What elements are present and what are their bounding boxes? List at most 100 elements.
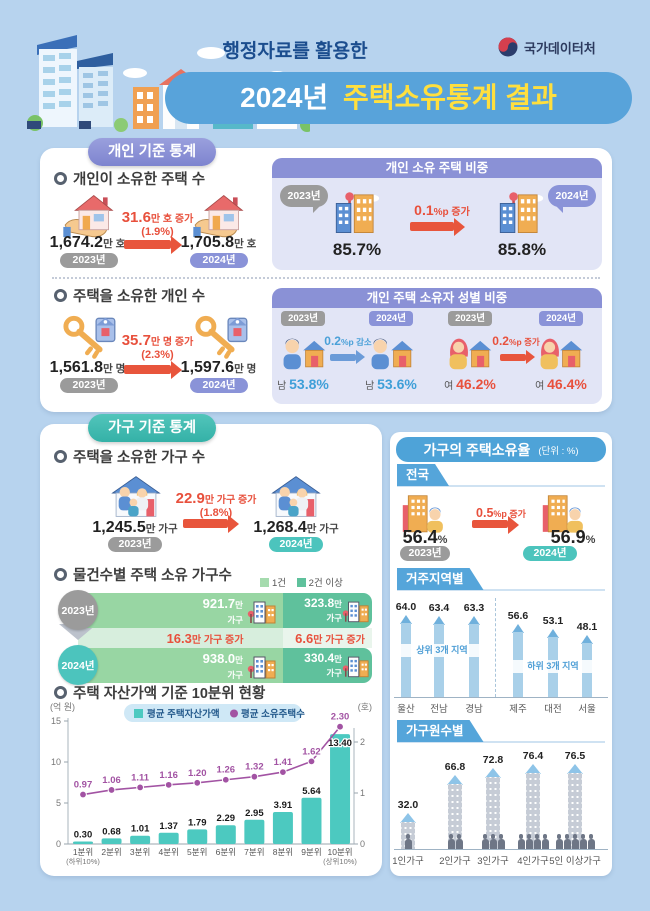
svg-text:5분위: 5분위 (187, 847, 207, 857)
bullet-icon (54, 686, 67, 699)
person-icon (555, 834, 563, 849)
svg-text:2.30: 2.30 (331, 712, 350, 723)
tab-household-size: 가구원수별 (397, 720, 484, 742)
legend-swatch-one (260, 578, 269, 587)
bar-body (400, 623, 412, 697)
mini-building-icon (247, 653, 277, 679)
bubble-2024: 2024년 (548, 185, 596, 213)
key-house-icon (192, 313, 250, 361)
segment-one-house: 938.0만 가구 (78, 648, 283, 683)
svg-text:2.29: 2.29 (217, 813, 236, 824)
bar (525, 764, 541, 849)
national-2023-value: 56.4% (402, 527, 448, 547)
person-icon (517, 834, 525, 849)
roof-icon (546, 628, 559, 638)
national-change: 0.5%p 증가 (476, 506, 526, 520)
bar-body (568, 773, 582, 849)
year-circle-2024: 2024년 (58, 645, 98, 685)
person-icon (579, 834, 587, 849)
year-badge-2024: 2024년 (190, 378, 248, 393)
roof-icon (432, 615, 445, 625)
owners-heading: 주택을 소유한 개인 수 (54, 285, 205, 306)
bar (485, 768, 501, 849)
bar-body (433, 623, 445, 697)
value-label: 대전 (544, 704, 562, 715)
person-icon (481, 834, 489, 849)
bullet-icon (54, 450, 67, 463)
owned-houses-2024-value: 1,705.8만 호 (180, 234, 257, 251)
svg-text:0.30: 0.30 (74, 830, 93, 841)
gender-box-heading: 개인 주택 소유자 성별 비중 (272, 288, 602, 308)
by-count-heading: 물건수별 주택 소유 가구수 (54, 564, 232, 585)
roof-icon (447, 774, 463, 785)
female-2023-value: 여 46.2% (444, 376, 496, 392)
change-band: 16.3만 가구 증가 6.6만 가구 증가 (78, 628, 372, 648)
header-title-banner: 2024년 주택소유통계 결과 (165, 72, 632, 124)
two-houses-2023-value: 323.8만 가구 (304, 596, 342, 623)
region-chart: 64.0 울산 63.4 전남 63.3 경남 상위 3개 지역 56.6 제주 53.1 대전 48… (394, 592, 608, 718)
tab-region: 거주지역별 (397, 568, 484, 590)
svg-text:1.37: 1.37 (159, 821, 178, 832)
person-icon (533, 834, 541, 849)
two-house-change: 6.6만 가구 증가 (295, 631, 365, 646)
svg-text:5: 5 (56, 798, 61, 808)
ownership-rate-card: 가구의 주택소유율 (단위 : %) 전국 56.4% 2023년 0.5%p … (390, 432, 612, 876)
value-label: 5인 이상가구 (549, 856, 601, 867)
people-icon (445, 834, 465, 849)
svg-text:1.11: 1.11 (131, 772, 150, 783)
roof-icon (511, 624, 524, 634)
value-label: 1인가구 (392, 856, 424, 867)
svg-text:10: 10 (51, 757, 61, 767)
mini-building-icon (342, 653, 370, 678)
one-house-2023-value: 921.7만 가구 (202, 596, 243, 625)
value-label: 63.3 (463, 601, 485, 614)
group-note: 상위 3개 지역 (395, 644, 489, 657)
divider (52, 277, 600, 279)
national-2024-value: 56.9% (550, 527, 596, 547)
decile-chart: 0 5 10 15 0 1 2 (억 원) (호) 평균 주택자산가액 평균 소유주택수 0.30 0.… (48, 698, 374, 874)
households-change-pct: (1.8%) (199, 507, 233, 519)
svg-text:3분위: 3분위 (130, 847, 150, 857)
value-label: 72.8 (482, 754, 504, 767)
svg-text:0: 0 (56, 839, 61, 849)
bar-body (468, 623, 480, 697)
gov-logo-text: 국가데이터처 (524, 40, 596, 56)
svg-text:0: 0 (360, 839, 365, 849)
household-stats-card: 가구 기준 통계 주택을 소유한 가구 수 1,245.5만 가구 2023년 … (40, 414, 382, 876)
male-2023-value: 남 53.8% (277, 376, 329, 392)
svg-text:1.01: 1.01 (131, 824, 150, 835)
group-note: 하위 3개 지역 (504, 660, 602, 673)
ratio-2024-value: 85.8% (497, 240, 547, 259)
svg-text:6분위: 6분위 (216, 847, 236, 857)
individual-stats-card: 개인 기준 통계 개인이 소유한 주택 수 1,674.2만 호 2023년 3… (40, 138, 612, 412)
roof-icon (467, 615, 480, 625)
households-2024-value: 1,268.4만 가구 (253, 519, 339, 536)
owners-change-pct: (2.3%) (141, 349, 174, 361)
svg-text:9분위: 9분위 (301, 847, 321, 857)
value-label: 48.1 (576, 621, 598, 634)
svg-text:4분위: 4분위 (158, 847, 178, 857)
legend-swatch-two (296, 578, 306, 587)
person-icon (525, 834, 533, 849)
row-2023: 921.7만 가구 323.8만 가구 (78, 593, 372, 628)
owners-2023-value: 1,561.8만 명 (49, 359, 126, 376)
svg-text:(상위10%): (상위10%) (323, 856, 357, 866)
value-label: 66.8 (444, 760, 466, 773)
gender-ratio-box: 개인 주택 소유자 성별 비중 2023년 2024년 2023년 2024년 … (272, 288, 602, 404)
roof-icon (580, 635, 593, 645)
bubble-2023: 2023년 (280, 185, 328, 213)
by-count-legend: 1건 2건 이상 (252, 575, 343, 589)
unit-note: (단위 : %) (538, 445, 579, 457)
household-section-banner: 가구 기준 통계 (88, 414, 216, 442)
value-label: 4인가구 (517, 856, 549, 867)
ownership-ratio-box: 개인 소유 주택 비중 2023년 85.7% 0.1%p 증가 85.8% 2… (272, 158, 602, 270)
owned-houses-2023-value: 1,674.2만 호 (49, 234, 126, 251)
increase-arrow-icon (410, 217, 465, 236)
svg-text:15: 15 (51, 716, 61, 726)
increase-arrow-icon (183, 514, 239, 533)
value-label: 64.0 (395, 601, 417, 613)
people-icon (402, 834, 414, 849)
person-icon (455, 834, 463, 849)
increase-arrow-icon (472, 515, 519, 534)
roof-icon (525, 764, 541, 775)
